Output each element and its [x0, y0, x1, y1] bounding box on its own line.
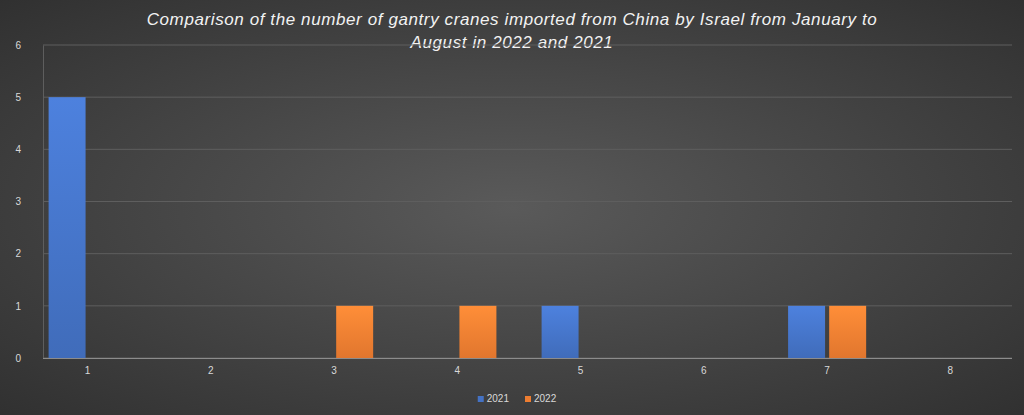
y-tick: 6 [15, 40, 43, 51]
x-tick-label: 4 [455, 365, 461, 376]
x-tick-label: 2 [208, 365, 214, 376]
bar [213, 358, 250, 359]
x-tick-label: 5 [578, 365, 584, 376]
x-axis: 1 2 3 4 5 6 7 8 [43, 358, 1012, 376]
y-tick: 1 [15, 301, 43, 312]
bar [418, 358, 455, 359]
x-tick: 4 [455, 358, 461, 376]
y-tick-label: 4 [15, 144, 21, 155]
grid-line [43, 305, 1012, 306]
x-tick: 8 [948, 358, 954, 376]
grid-line [43, 149, 1012, 150]
bars [49, 97, 867, 358]
y-tick: 3 [15, 196, 43, 207]
legend-label: 2021 [487, 393, 510, 404]
bar [952, 358, 989, 359]
bar [336, 306, 373, 358]
x-tick: 6 [701, 358, 707, 376]
grid-line [43, 45, 1012, 46]
y-axis: 0 1 2 3 4 5 6 [15, 40, 43, 364]
x-tick-label: 6 [701, 365, 707, 376]
x-tick: 5 [578, 358, 584, 376]
legend-item: 2022 [525, 393, 557, 404]
x-tick-label: 8 [948, 365, 954, 376]
bar [665, 358, 702, 359]
grid-line [43, 253, 1012, 254]
grid-line [43, 201, 1012, 202]
x-tick: 1 [85, 358, 91, 376]
bar [542, 306, 579, 358]
bar [90, 358, 127, 359]
series [336, 306, 866, 358]
bar [459, 306, 496, 358]
y-tick-label: 2 [15, 248, 21, 259]
y-tick: 5 [15, 92, 43, 103]
x-tick-label: 3 [331, 365, 337, 376]
x-tick: 2 [208, 358, 214, 376]
y-tick: 4 [15, 144, 43, 155]
x-tick: 3 [331, 358, 337, 376]
y-tick: 0 [15, 353, 43, 364]
bar [788, 306, 825, 358]
chart: Comparison of the number of gantry crane… [0, 0, 1024, 415]
background [0, 0, 1024, 415]
x-tick-label: 7 [824, 365, 830, 376]
y-tick-label: 5 [15, 92, 21, 103]
grid-line [43, 97, 1012, 98]
bar [583, 358, 620, 359]
legend-label: 2022 [534, 393, 557, 404]
bar [172, 358, 209, 359]
bar [829, 306, 866, 358]
legend: 2021 2022 [478, 393, 557, 404]
y-tick: 2 [15, 248, 43, 259]
title-line: August in 2022 and 2021 [410, 33, 614, 52]
series [49, 97, 825, 358]
grid-line [43, 358, 1012, 359]
bar [295, 358, 332, 359]
y-tick-label: 6 [15, 40, 21, 51]
x-tick: 7 [824, 358, 830, 376]
title-line: Comparison of the number of gantry crane… [147, 10, 878, 29]
y-tick-label: 3 [15, 196, 21, 207]
bar [49, 97, 86, 358]
bar [706, 358, 743, 359]
y-tick-label: 0 [15, 353, 21, 364]
grid [43, 45, 1012, 358]
x-tick-label: 1 [85, 365, 91, 376]
y-axis-line [43, 46, 44, 359]
title: Comparison of the number of gantry crane… [147, 10, 878, 52]
y-tick-label: 1 [15, 301, 21, 312]
legend-swatch [478, 396, 484, 402]
x-axis-line [43, 358, 1012, 359]
legend-swatch [525, 396, 531, 402]
legend-item: 2021 [478, 393, 510, 404]
bar [911, 358, 948, 359]
